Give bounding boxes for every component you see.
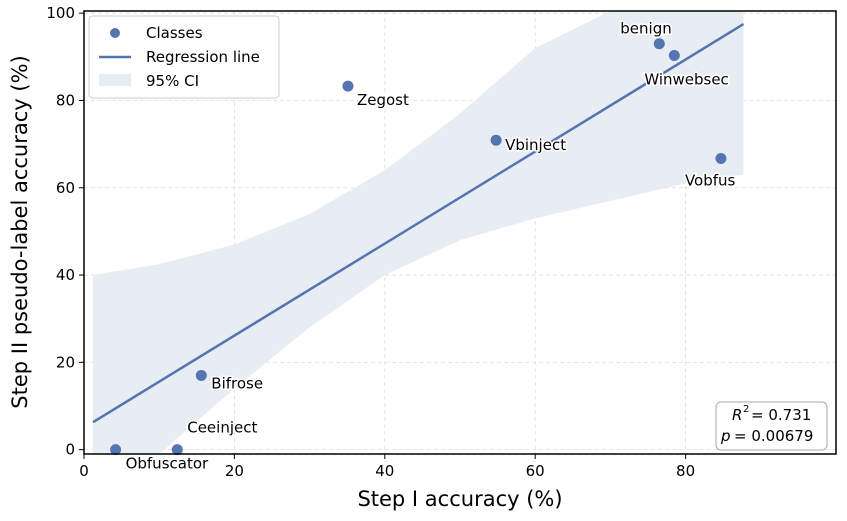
stats-frame	[715, 401, 828, 451]
r-squared-value: = 0.731	[751, 406, 811, 424]
y-tick-label: 80	[56, 91, 75, 109]
y-tick-label: 100	[46, 4, 75, 22]
y-tick-label: 60	[56, 179, 75, 197]
y-tick-label: 40	[56, 266, 75, 284]
data-point	[668, 50, 680, 62]
data-point	[195, 369, 207, 381]
r-squared-symbol: R	[732, 406, 742, 424]
y-axis-label: Step II pseudo-label accuracy (%)	[8, 55, 32, 408]
point-labels-layer: Obfuscator Ceeinject Bifrose Zegost Vbinject…	[124, 18, 737, 474]
point-label: Winwebsec	[644, 71, 729, 89]
stats-box: R 2 = 0.731 p = 0.00679	[715, 401, 828, 451]
r-squared-exponent: 2	[743, 404, 749, 415]
data-point	[110, 444, 122, 456]
legend-frame	[88, 15, 280, 99]
data-point	[490, 134, 502, 146]
legend: Classes Regression line 95% CI	[88, 15, 280, 99]
axes-layer: 0 20 40 60 80 0 20 40 60 80 100	[46, 4, 837, 480]
y-tick-label: 0	[65, 441, 75, 459]
data-point	[171, 444, 183, 456]
x-axis-label: Step I accuracy (%)	[357, 487, 562, 511]
legend-label-ci: 95% CI	[146, 72, 199, 90]
ci-band-layer	[93, 11, 744, 454]
legend-marker-ci	[99, 74, 131, 86]
data-point	[715, 153, 727, 165]
legend-marker-classes	[110, 28, 120, 38]
x-tick-label: 60	[526, 462, 545, 480]
y-tick-label: 20	[56, 353, 75, 371]
point-label: benign	[620, 20, 671, 38]
regression-layer	[92, 23, 745, 424]
x-tick-label: 80	[676, 462, 695, 480]
plot-frame	[83, 10, 837, 455]
point-label: Vobfus	[685, 172, 736, 190]
legend-label-classes: Classes	[146, 24, 203, 42]
x-tick-label: 40	[375, 462, 394, 480]
x-tick-label: 20	[225, 462, 244, 480]
point-label: Vbinject	[505, 136, 566, 154]
point-label: Ceeinject	[187, 419, 257, 437]
data-point	[342, 80, 354, 92]
legend-label-regression: Regression line	[146, 48, 260, 66]
ci-band	[93, 11, 744, 454]
point-label: Obfuscator	[126, 455, 209, 473]
p-value-symbol: p	[720, 427, 731, 445]
data-point	[653, 38, 665, 50]
point-label: Bifrose	[211, 374, 263, 392]
points-layer	[110, 38, 727, 456]
regression-line	[92, 23, 745, 424]
point-label: Zegost	[357, 91, 409, 109]
p-value-value: = 0.00679	[734, 427, 813, 445]
x-tick-label: 0	[79, 462, 89, 480]
